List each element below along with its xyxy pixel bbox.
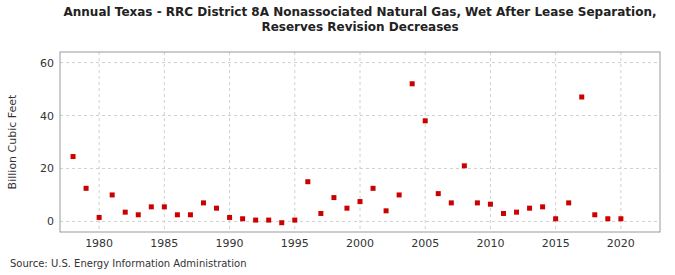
point bbox=[266, 218, 271, 223]
point bbox=[514, 210, 519, 215]
point bbox=[527, 206, 532, 211]
point bbox=[397, 192, 402, 197]
point bbox=[227, 215, 232, 220]
y-axis-label: Billion Cubic Feet bbox=[6, 94, 19, 189]
x-tick-label: 1995 bbox=[281, 237, 309, 250]
point bbox=[462, 163, 467, 168]
point bbox=[84, 186, 89, 191]
x-tick-label: 2010 bbox=[476, 237, 504, 250]
point bbox=[292, 218, 297, 223]
x-grid-line bbox=[555, 52, 556, 232]
x-tick-label: 2015 bbox=[542, 237, 570, 250]
x-tick-label: 1985 bbox=[150, 237, 178, 250]
point bbox=[605, 216, 610, 221]
title: Annual Texas - RRC District 8A Nonassoci… bbox=[64, 5, 657, 34]
x-tick-label: 2005 bbox=[411, 237, 439, 250]
x-grid-line bbox=[99, 52, 100, 232]
x-tick-label: 2000 bbox=[346, 237, 374, 250]
x-grid-line bbox=[360, 52, 361, 232]
point bbox=[331, 195, 336, 200]
point bbox=[305, 179, 310, 184]
point bbox=[253, 218, 258, 223]
x-grid-line bbox=[425, 52, 426, 232]
point bbox=[344, 206, 349, 211]
point bbox=[384, 208, 389, 213]
source-annotation: Source: U.S. Energy Information Administ… bbox=[10, 258, 247, 269]
x-grid-line bbox=[620, 52, 621, 232]
x-tick-label: 1980 bbox=[85, 237, 113, 250]
point bbox=[566, 200, 571, 205]
point bbox=[358, 199, 363, 204]
point bbox=[475, 200, 480, 205]
x-grid-line bbox=[294, 52, 295, 232]
y-tick-label: 0 bbox=[47, 215, 54, 228]
point bbox=[149, 204, 154, 209]
point bbox=[592, 212, 597, 217]
point bbox=[162, 204, 167, 209]
point bbox=[540, 204, 545, 209]
point bbox=[423, 118, 428, 123]
point bbox=[71, 154, 76, 159]
point bbox=[279, 220, 284, 225]
point bbox=[123, 210, 128, 215]
point bbox=[175, 212, 180, 217]
y-grid-line bbox=[60, 62, 660, 63]
point bbox=[501, 211, 506, 216]
y-grid-line bbox=[60, 115, 660, 116]
x-grid-line bbox=[229, 52, 230, 232]
point bbox=[240, 216, 245, 221]
grid bbox=[60, 52, 660, 232]
point bbox=[97, 215, 102, 220]
point bbox=[136, 212, 141, 217]
point bbox=[553, 216, 558, 221]
point bbox=[318, 211, 323, 216]
y-tick-label: 20 bbox=[40, 162, 54, 175]
point bbox=[618, 216, 623, 221]
point bbox=[371, 186, 376, 191]
plot-frame bbox=[60, 52, 660, 232]
point bbox=[188, 212, 193, 217]
point bbox=[449, 200, 454, 205]
point bbox=[410, 81, 415, 86]
point bbox=[579, 95, 584, 100]
x-tick-label: 2020 bbox=[607, 237, 635, 250]
point bbox=[110, 192, 115, 197]
y-tick-label: 60 bbox=[40, 57, 54, 70]
chart: Annual Texas - RRC District 8A Nonassoci… bbox=[0, 0, 675, 275]
point bbox=[201, 200, 206, 205]
point bbox=[436, 191, 441, 196]
point bbox=[214, 206, 219, 211]
x-tick-label: 1990 bbox=[216, 237, 244, 250]
y-tick-label: 40 bbox=[40, 110, 54, 123]
points bbox=[71, 81, 624, 225]
point bbox=[488, 202, 493, 207]
